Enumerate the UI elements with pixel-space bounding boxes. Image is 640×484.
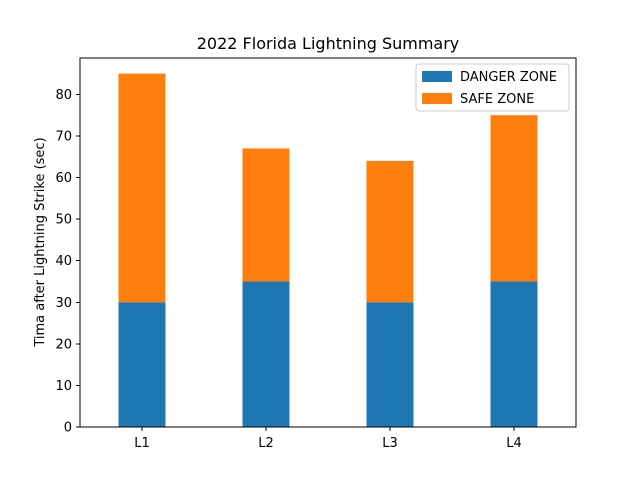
legend: DANGER ZONE SAFE ZONE xyxy=(415,63,570,112)
legend-frame xyxy=(415,63,570,112)
bar-l2-series-1 xyxy=(242,281,290,427)
y-axis: 0 10 20 30 40 50 60 70 80 xyxy=(55,88,80,436)
legend-swatch xyxy=(422,71,452,82)
y-tick-label: 80 xyxy=(55,88,72,103)
legend-label: SAFE ZONE xyxy=(460,92,534,107)
bar-l4-series-2 xyxy=(490,115,538,282)
x-tick-label: L1 xyxy=(134,436,150,451)
y-tick-label: 60 xyxy=(55,171,72,186)
x-tick-label: L2 xyxy=(258,436,274,451)
legend-label: DANGER ZONE xyxy=(460,70,557,85)
bar-l4-series-1 xyxy=(490,281,538,427)
x-axis: L1 L2 L3 L4 xyxy=(134,427,522,451)
bar-l1-series-1 xyxy=(118,302,166,427)
bar-l3-series-1 xyxy=(366,302,414,427)
y-tick-label: 10 xyxy=(55,379,72,394)
bar-l3-series-2 xyxy=(366,160,414,303)
bar-l2-series-2 xyxy=(242,148,290,282)
y-tick-label: 50 xyxy=(55,213,72,228)
y-tick-label: 0 xyxy=(64,421,72,436)
y-tick-label: 20 xyxy=(55,337,72,352)
plot-area xyxy=(79,57,577,428)
y-tick-label: 40 xyxy=(55,254,72,269)
bar-l1-series-2 xyxy=(118,73,166,303)
y-tick-label: 30 xyxy=(55,296,72,311)
y-axis-label: Tima after Lightning Strike (sec) xyxy=(33,137,48,347)
y-tick-label: 70 xyxy=(55,129,72,144)
legend-swatch xyxy=(422,93,452,104)
chart-title: 2022 Florida Lightning Summary xyxy=(197,34,460,53)
plot-frame xyxy=(79,57,577,428)
x-tick-label: L3 xyxy=(382,436,398,451)
x-tick-label: L4 xyxy=(506,436,522,451)
